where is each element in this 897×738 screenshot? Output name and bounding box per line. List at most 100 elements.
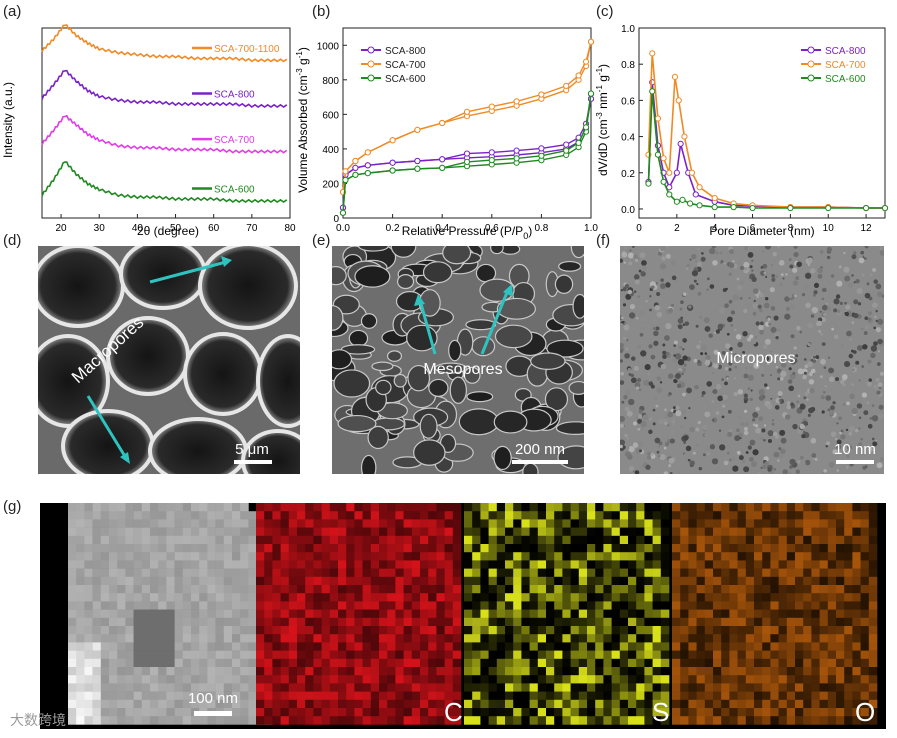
isotherm-chart: 0.0 0.2 0.4 0.6 0.8 1.0 0 200 400 600 800 1000 SCA-8… bbox=[295, 27, 598, 240]
pore-data-point bbox=[673, 169, 680, 176]
pore-y-tick-label: 0.4 bbox=[621, 133, 635, 144]
pore-x-tick-label: 10 bbox=[823, 223, 835, 234]
pore-data-point bbox=[677, 140, 684, 147]
xrd-x-axis-label: 2θ (degree) bbox=[137, 224, 199, 238]
iso-data-point bbox=[575, 72, 582, 79]
pore-legend-marker bbox=[807, 60, 815, 68]
iso-data-point bbox=[439, 119, 446, 127]
iso-legend-label: SCA-600 bbox=[385, 74, 426, 85]
pore-data-point bbox=[649, 88, 656, 95]
iso-data-point bbox=[488, 103, 495, 110]
pore-data-point bbox=[649, 50, 656, 57]
iso-x-tick-label: 0.2 bbox=[386, 223, 400, 234]
iso-data-point bbox=[339, 209, 347, 216]
sulfur-map bbox=[464, 503, 670, 725]
iso-y-tick-label: 1000 bbox=[317, 41, 340, 52]
haadf-image bbox=[68, 503, 274, 725]
iso-x-tick-label: 1.0 bbox=[584, 223, 598, 234]
panel-label-a: (a) bbox=[3, 3, 22, 20]
pore-size-plot-area: 0 2 4 6 8 10 12 0.0 0.2 0.4 0.6 0.8 1.0 SCA-800 SCA-70… bbox=[621, 24, 889, 234]
pore-series-line bbox=[647, 91, 885, 209]
iso-legend-marker bbox=[367, 46, 375, 54]
pore-y-tick-label: 1.0 bbox=[621, 24, 635, 35]
iso-data-point bbox=[414, 165, 421, 172]
pore-legend-marker bbox=[807, 74, 815, 82]
pore-legend-marker bbox=[807, 46, 815, 54]
micropores-label: Micropores bbox=[716, 350, 795, 367]
pore-data-point bbox=[654, 151, 662, 158]
iso-data-point bbox=[352, 171, 359, 178]
tem-micropores-texture: Micropores 10 nm bbox=[620, 246, 884, 474]
panel-label-d: (d) bbox=[3, 232, 22, 249]
element-label-o: O bbox=[855, 697, 875, 727]
iso-legend-marker bbox=[367, 74, 375, 82]
scale-bar-e-label: 200 nm bbox=[515, 441, 565, 458]
pore-data-point bbox=[681, 133, 688, 140]
pore-data-point bbox=[825, 204, 832, 212]
iso-y-tick-label: 200 bbox=[322, 179, 339, 190]
pore-data-point bbox=[686, 200, 694, 207]
pore-y-tick-label: 0.2 bbox=[621, 169, 635, 180]
tem-micropores-image: Micropores 10 nm bbox=[620, 246, 884, 474]
pore-data-point bbox=[671, 73, 679, 80]
panel-label-b: (b) bbox=[312, 3, 331, 20]
iso-legend-label: SCA-700 bbox=[385, 60, 426, 71]
xrd-plot-area: 20 30 40 50 60 70 80 SCA-700-1100 SCA-800 SCA-700… bbox=[41, 24, 296, 234]
isotherm-x-axis-label: Relative Pressure (P/P0) bbox=[402, 224, 532, 240]
xrd-x-tick-label: 80 bbox=[284, 223, 296, 234]
eds-mapping-strip: 100 nm C S O bbox=[40, 503, 886, 729]
pore-data-point bbox=[654, 115, 662, 122]
xrd-x-tick-label: 60 bbox=[208, 223, 220, 234]
scale-bar-d-label: 5 μm bbox=[235, 441, 269, 458]
pore-x-tick-label: 0 bbox=[636, 223, 642, 234]
iso-y-tick-label: 0 bbox=[333, 214, 339, 225]
pore-y-tick-label: 0.6 bbox=[621, 96, 635, 107]
pore-data-point bbox=[881, 204, 889, 212]
iso-data-point bbox=[587, 38, 595, 45]
eds-mapping-svg: 100 nm C S O bbox=[68, 503, 878, 727]
plot-frame bbox=[638, 27, 886, 219]
pore-x-tick-label: 2 bbox=[674, 223, 680, 234]
xrd-x-tick-label: 50 bbox=[170, 223, 182, 234]
iso-y-tick-label: 600 bbox=[322, 110, 339, 121]
pore-data-point bbox=[787, 204, 794, 212]
panel-label-f: (f) bbox=[596, 232, 611, 249]
pore-data-point bbox=[711, 194, 718, 202]
element-label-c: C bbox=[444, 697, 463, 727]
scale-bar-g-label: 100 nm bbox=[188, 690, 238, 707]
panel-label-c: (c) bbox=[596, 3, 614, 20]
xrd-series-line bbox=[41, 24, 288, 63]
pore-legend-label: SCA-800 bbox=[825, 46, 866, 57]
watermark: 大数跨境 bbox=[10, 712, 66, 728]
panel-label-e: (e) bbox=[312, 232, 331, 249]
sem-macropores-texture: Macropores 5 μm bbox=[38, 246, 300, 474]
iso-legend-marker bbox=[367, 60, 375, 68]
pore-data-point bbox=[749, 204, 756, 212]
iso-data-point bbox=[513, 155, 520, 162]
panel-label-g: (g) bbox=[3, 498, 22, 515]
pore-data-point bbox=[730, 204, 737, 211]
mesopores-label: Mesopores bbox=[423, 361, 502, 378]
iso-data-point bbox=[364, 149, 371, 156]
pore-data-point bbox=[696, 184, 703, 191]
pore-x-tick-label: 8 bbox=[788, 223, 794, 234]
xrd-x-tick-label: 30 bbox=[94, 223, 106, 234]
iso-data-point bbox=[342, 176, 349, 184]
carbon-map bbox=[256, 503, 462, 725]
iso-data-point bbox=[563, 141, 570, 148]
iso-data-point bbox=[439, 156, 446, 163]
iso-data-point bbox=[389, 159, 396, 166]
sem-macropores-image: Macropores 5 μm bbox=[38, 246, 300, 474]
pore-data-point bbox=[688, 169, 696, 176]
iso-data-point bbox=[587, 90, 595, 97]
iso-x-tick-label: 0.6 bbox=[485, 223, 499, 234]
iso-legend-label: SCA-800 bbox=[385, 46, 426, 57]
scale-bar-d bbox=[234, 460, 272, 464]
iso-data-point bbox=[439, 164, 446, 172]
xrd-x-tick-label: 70 bbox=[246, 223, 258, 234]
iso-data-point bbox=[563, 82, 570, 89]
pore-data-point bbox=[679, 196, 686, 204]
pore-data-point bbox=[673, 198, 680, 205]
iso-data-point bbox=[538, 152, 545, 159]
iso-data-point bbox=[575, 139, 582, 146]
